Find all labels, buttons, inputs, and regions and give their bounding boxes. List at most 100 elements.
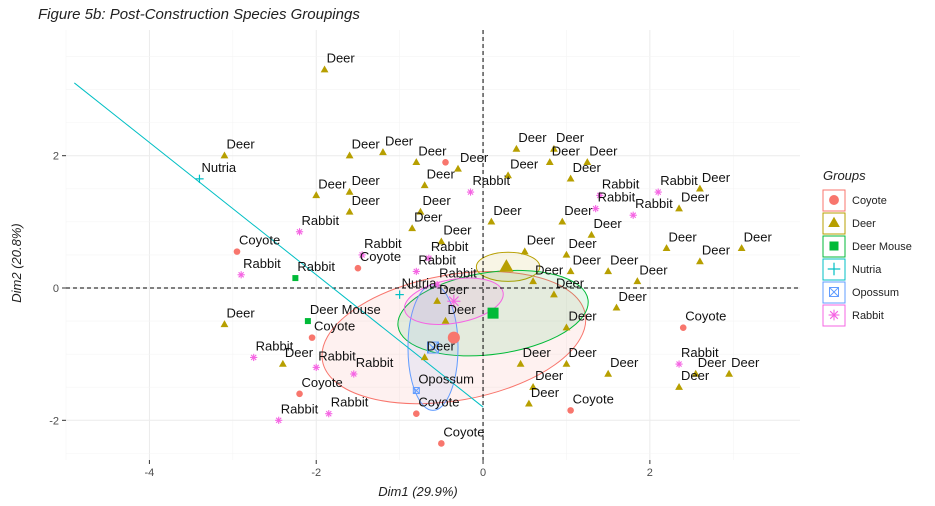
point-rabbit <box>325 410 333 418</box>
point-coyote <box>679 324 687 331</box>
legend-marker <box>828 309 840 321</box>
point-rabbit <box>466 188 475 196</box>
ray <box>676 361 682 368</box>
point-label: Rabbit <box>281 401 319 416</box>
point-label: Deer <box>318 176 347 191</box>
centroid-opossum <box>427 341 439 354</box>
legend-label: Deer Mouse <box>852 241 912 253</box>
ray <box>350 371 357 377</box>
point-deer <box>454 164 462 172</box>
ray <box>275 417 282 424</box>
point-deer <box>525 399 533 407</box>
ray <box>359 251 366 258</box>
point-label: Deer <box>518 130 547 145</box>
point-label: Rabbit <box>598 190 636 205</box>
point-coyote <box>296 390 303 398</box>
point-deer <box>220 151 229 159</box>
point-label: Deer <box>556 276 585 291</box>
point-deer <box>320 65 329 73</box>
legend-label: Rabbit <box>852 310 884 322</box>
point-deer <box>529 277 537 285</box>
point-deer <box>583 158 592 166</box>
legend-item-coyote: Coyote <box>822 189 887 212</box>
point-label: Deer <box>385 133 414 148</box>
point-rabbit <box>312 363 320 371</box>
ray <box>655 189 662 196</box>
ray <box>467 189 474 196</box>
point-label: Rabbit <box>431 239 469 254</box>
point-rabbit <box>433 281 441 289</box>
x-axis-title: Dim1 (29.9%) <box>378 484 457 499</box>
legend-marker <box>829 195 839 205</box>
point-deer <box>408 224 417 232</box>
legend-marker <box>828 216 840 228</box>
legend-item-nutria: Nutria <box>822 258 882 281</box>
point-rabbit <box>295 228 304 236</box>
point-label: Deer <box>552 143 581 158</box>
point-deer <box>696 257 704 265</box>
point-label: Rabbit <box>243 256 281 271</box>
point-label: Deer <box>568 309 597 324</box>
point-deer <box>550 290 558 298</box>
point-label: Deer <box>448 302 477 317</box>
point-coyote <box>442 159 449 166</box>
point-label: Deer <box>535 262 564 277</box>
point-label: Deer <box>439 282 468 297</box>
point-label: Deer <box>573 160 602 175</box>
x-tick-label: 2 <box>647 467 653 479</box>
point-label: Deer <box>422 193 451 208</box>
ray <box>296 228 303 235</box>
point-deer-mouse <box>292 275 299 282</box>
point-label: Coyote <box>302 375 343 390</box>
point-label: Deer <box>731 355 760 370</box>
point-label: Rabbit <box>318 348 356 363</box>
sq <box>427 341 439 354</box>
point-deer <box>662 244 671 252</box>
point-label: Deer <box>327 51 356 66</box>
point-deer <box>737 244 746 252</box>
point-deer <box>520 247 529 255</box>
point-coyote <box>354 264 362 272</box>
ray <box>413 268 420 275</box>
y-tick-label: 2 <box>53 151 59 163</box>
legend-marker <box>829 241 839 251</box>
point-label: Deer Mouse <box>310 302 381 317</box>
point-label: Deer <box>226 305 255 320</box>
point-rabbit <box>237 271 245 279</box>
point-coyote <box>567 407 574 414</box>
point-label: Deer <box>352 173 381 188</box>
point-deer <box>379 148 387 156</box>
point-rabbit <box>358 251 366 259</box>
point-label: Deer <box>744 229 773 244</box>
ray <box>238 271 245 278</box>
point-label: Rabbit <box>473 173 511 188</box>
point-label: Coyote <box>314 319 355 334</box>
point-label: Deer <box>523 345 552 360</box>
point-label: Deer <box>698 355 727 370</box>
point-label: Deer <box>593 216 622 231</box>
point-coyote <box>438 440 445 447</box>
axis-ticks: -4 -2 0 2 -2 0 2 <box>49 151 653 479</box>
centroid-rabbit <box>447 294 461 308</box>
point-deer <box>487 217 496 225</box>
point-label: Nutria <box>201 160 236 175</box>
point-deer <box>312 191 321 199</box>
point-label: Deer <box>564 203 593 218</box>
point-rabbit <box>654 188 662 196</box>
legend-marker <box>827 262 841 276</box>
point-label: Deer <box>669 229 698 244</box>
point-label: Coyote <box>443 424 484 439</box>
ray <box>425 255 432 262</box>
legend-item-deer: Deer <box>822 212 876 235</box>
legend-label: Opossum <box>852 287 899 299</box>
point-deer <box>633 277 642 285</box>
ray <box>448 296 459 307</box>
point-deer <box>420 353 429 361</box>
group-centroids <box>427 259 514 354</box>
point-label: Deer <box>414 209 443 224</box>
point-label: Rabbit <box>297 259 335 274</box>
point-label: Deer <box>610 355 639 370</box>
point-label: Rabbit <box>331 395 369 410</box>
centroid-deer <box>499 259 514 272</box>
